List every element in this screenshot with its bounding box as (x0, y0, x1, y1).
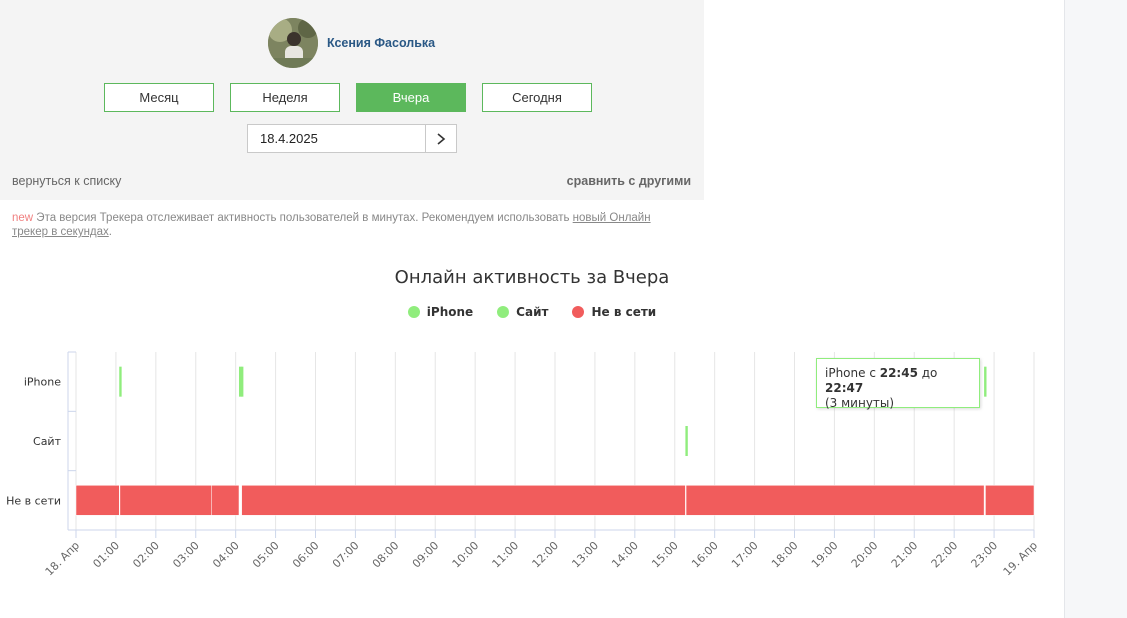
x-tick-label: 10:00 (450, 539, 482, 571)
online-bar (240, 366, 244, 397)
legend-label-iphone: iPhone (426, 305, 474, 319)
offline-bar (119, 485, 212, 516)
x-tick-label: 16:00 (689, 539, 721, 571)
legend-dot-site (497, 306, 510, 318)
x-tick-label: 03:00 (170, 539, 202, 571)
x-tick-label: 13:00 (569, 539, 601, 571)
x-tick-label: 18:00 (769, 539, 801, 571)
x-tick-label: 18. Апр (43, 539, 82, 578)
x-tick-label: 05:00 (250, 539, 282, 571)
y-axis-label: Не в сети (6, 494, 61, 507)
offline-bar (211, 485, 240, 516)
offline-bar (985, 485, 1035, 516)
date-field[interactable] (248, 125, 425, 152)
new-tracker-link[interactable]: новый Онлайн трекер в секундах (12, 212, 651, 238)
timeline-chart: 18. Апр 01:00 02:00 03:00 04:00 05:00 06:00 07:… (6, 351, 1040, 578)
notice-body: Эта версия Трекера отслеживает активност… (33, 212, 573, 224)
x-tick-label: 20:00 (849, 539, 881, 571)
x-tick-label: 08:00 (370, 539, 402, 571)
legend-dot-iphone (407, 306, 420, 318)
profile-name[interactable]: Ксения Фасолька (327, 36, 436, 50)
legend-item-offline[interactable]: Не в сети (572, 305, 656, 319)
x-tick-label: 11:00 (490, 539, 522, 571)
new-badge: new (12, 212, 34, 224)
date-picker (247, 124, 457, 153)
x-tick-label: 15:00 (649, 539, 681, 571)
right-side-panel (1064, 0, 1127, 618)
x-tick-label: 02:00 (130, 539, 162, 571)
x-tick-label: 01:00 (90, 539, 122, 571)
tooltip-line-1: iPhone с 22:45 до 22:47 (825, 366, 971, 396)
x-tick-label: 17:00 (729, 539, 761, 571)
legend-dot-offline (572, 306, 585, 318)
y-axis-label: Сайт (33, 435, 62, 448)
profile-panel: Ксения Фасолька Месяц Неделя Вчера Сегод… (0, 0, 704, 200)
x-tick-label: 12:00 (530, 539, 562, 571)
period-today-button[interactable]: Сегодня (482, 83, 592, 112)
tooltip-to: 22:47 (825, 381, 864, 395)
tooltip-prefix: iPhone с (825, 366, 880, 380)
next-date-button[interactable] (425, 125, 456, 152)
x-tick-label: 23:00 (969, 539, 1001, 571)
chart-title: Онлайн активность за Вчера (394, 267, 670, 288)
legend-label-offline: Не в сети (591, 305, 657, 319)
chevron-right-icon (437, 132, 446, 145)
online-bar (984, 366, 987, 397)
x-tick-label: 06:00 (290, 539, 322, 571)
legend-label-site: Сайт (516, 305, 549, 319)
chart-legend: iPhone Сайт Не в сети (0, 305, 1064, 319)
avatar-image (268, 18, 318, 68)
legend-item-iphone[interactable]: iPhone (407, 305, 474, 319)
offline-bar (75, 485, 120, 516)
period-yesterday-button[interactable]: Вчера (356, 83, 466, 112)
x-tick-label: 14:00 (609, 539, 641, 571)
back-to-list-link[interactable]: вернуться к списку (12, 174, 122, 188)
x-tick-label: 09:00 (410, 539, 442, 571)
chart-tooltip: iPhone с 22:45 до 22:47 (3 минуты) (816, 358, 980, 410)
x-tick-label: 19:00 (809, 539, 841, 571)
offline-bar (241, 485, 686, 516)
x-tick-label: 19. Апр (1001, 539, 1040, 578)
x-tick-label: 04:00 (210, 539, 242, 571)
x-tick-label: 21:00 (889, 539, 921, 571)
notice-text: new Эта версия Трекера отслеживает актив… (12, 211, 672, 239)
period-week-button[interactable]: Неделя (230, 83, 340, 112)
tooltip-from: 22:45 (879, 366, 918, 380)
online-bar (685, 426, 688, 456)
period-month-button[interactable]: Месяц (104, 83, 214, 112)
y-axis-label: iPhone (24, 376, 61, 389)
online-bar (119, 366, 122, 397)
online-bar (238, 366, 242, 397)
notice-end: . (108, 226, 112, 238)
compare-link[interactable]: сравнить с другими (566, 174, 691, 188)
tooltip-duration: (3 минуты) (825, 396, 895, 410)
x-tick-label: 07:00 (330, 539, 362, 571)
legend-item-site[interactable]: Сайт (497, 305, 548, 319)
offline-bar (685, 485, 985, 516)
avatar[interactable] (268, 18, 318, 68)
tooltip-middle: до (917, 366, 938, 380)
x-tick-label: 22:00 (929, 539, 961, 571)
